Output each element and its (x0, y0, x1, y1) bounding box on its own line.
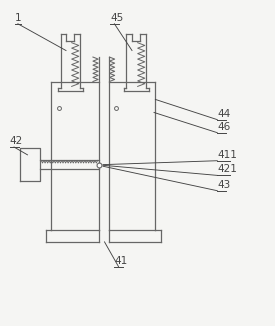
Text: 43: 43 (217, 180, 230, 190)
Text: 421: 421 (217, 164, 237, 174)
Text: 411: 411 (217, 150, 237, 160)
Text: 42: 42 (10, 136, 23, 146)
Text: 46: 46 (217, 122, 230, 132)
Text: 44: 44 (217, 109, 230, 119)
Text: 45: 45 (110, 13, 123, 23)
Text: 41: 41 (114, 256, 127, 266)
Text: 1: 1 (15, 13, 22, 23)
